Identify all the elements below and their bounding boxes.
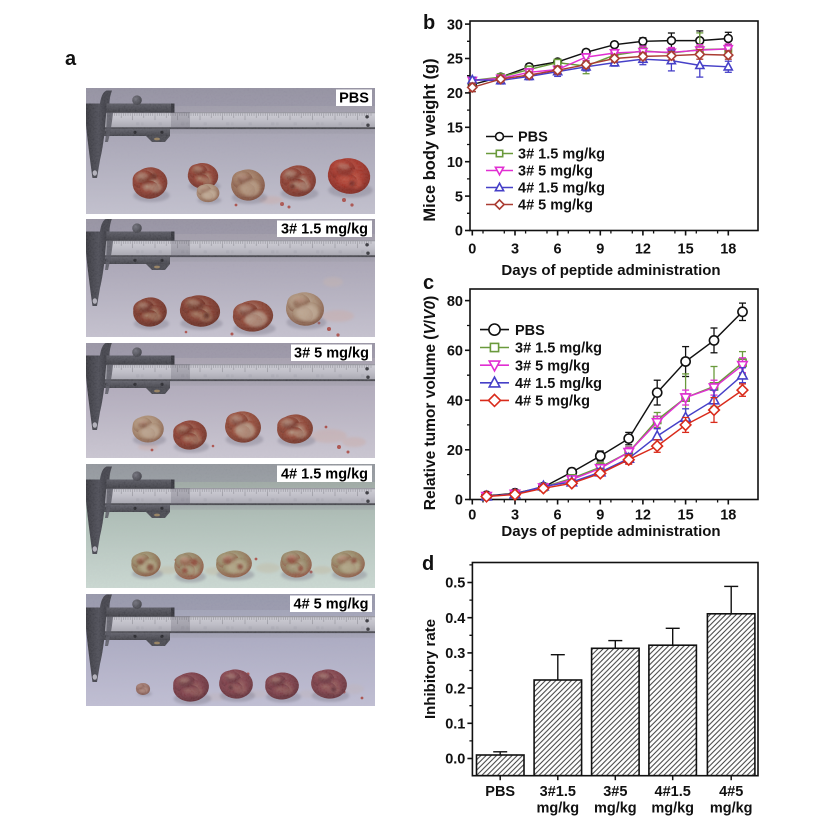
svg-text:PBS: PBS bbox=[339, 91, 369, 107]
svg-text:3# 1.5 mg/kg: 3# 1.5 mg/kg bbox=[281, 222, 368, 238]
svg-text:40: 40 bbox=[447, 393, 463, 409]
svg-text:PBS: PBS bbox=[518, 130, 548, 146]
svg-text:60: 60 bbox=[447, 344, 463, 360]
svg-text:5: 5 bbox=[455, 189, 463, 205]
svg-text:0.2: 0.2 bbox=[445, 681, 465, 697]
svg-text:3# 1.5 mg/kg: 3# 1.5 mg/kg bbox=[518, 147, 605, 163]
svg-text:3#5: 3#5 bbox=[603, 784, 627, 800]
svg-text:80: 80 bbox=[447, 294, 463, 310]
svg-text:3# 1.5 mg/kg: 3# 1.5 mg/kg bbox=[515, 341, 602, 357]
svg-text:18: 18 bbox=[720, 242, 736, 258]
svg-text:mg/kg: mg/kg bbox=[710, 801, 753, 817]
svg-text:9: 9 bbox=[596, 242, 604, 258]
svg-text:mg/kg: mg/kg bbox=[536, 801, 579, 817]
svg-text:4# 1.5 mg/kg: 4# 1.5 mg/kg bbox=[518, 181, 605, 197]
svg-text:12: 12 bbox=[635, 242, 651, 258]
svg-text:4#1.5: 4#1.5 bbox=[655, 784, 691, 800]
svg-text:3# 5 mg/kg: 3# 5 mg/kg bbox=[515, 358, 590, 374]
svg-text:0: 0 bbox=[455, 224, 463, 240]
svg-text:0.3: 0.3 bbox=[445, 646, 465, 662]
svg-text:3# 5 mg/kg: 3# 5 mg/kg bbox=[518, 164, 593, 180]
svg-text:PBS: PBS bbox=[485, 784, 515, 800]
svg-text:4#5: 4#5 bbox=[719, 784, 743, 800]
svg-text:0: 0 bbox=[455, 493, 463, 509]
svg-text:PBS: PBS bbox=[515, 323, 545, 339]
svg-text:3#1.5: 3#1.5 bbox=[540, 784, 576, 800]
svg-text:4# 5 mg/kg: 4# 5 mg/kg bbox=[518, 198, 593, 214]
svg-text:9: 9 bbox=[596, 508, 604, 524]
svg-text:0.4: 0.4 bbox=[445, 611, 465, 627]
svg-text:3: 3 bbox=[511, 508, 519, 524]
svg-text:4# 1.5 mg/kg: 4# 1.5 mg/kg bbox=[515, 376, 602, 392]
svg-text:6: 6 bbox=[554, 508, 562, 524]
svg-text:25: 25 bbox=[447, 52, 463, 68]
svg-text:Days of peptide administration: Days of peptide administration bbox=[501, 523, 720, 540]
svg-text:c: c bbox=[423, 272, 434, 294]
svg-text:0: 0 bbox=[468, 508, 476, 524]
svg-text:0.1: 0.1 bbox=[445, 717, 465, 733]
svg-text:mg/kg: mg/kg bbox=[594, 801, 637, 817]
svg-text:20: 20 bbox=[447, 86, 463, 102]
svg-text:Relative tumor volume (V/V0): Relative tumor volume (V/V0) bbox=[422, 296, 439, 511]
svg-text:3# 5 mg/kg: 3# 5 mg/kg bbox=[294, 346, 369, 362]
svg-text:0.0: 0.0 bbox=[445, 752, 465, 768]
svg-text:30: 30 bbox=[447, 17, 463, 33]
svg-text:10: 10 bbox=[447, 155, 463, 171]
svg-text:15: 15 bbox=[678, 508, 694, 524]
svg-text:4# 1.5 mg/kg: 4# 1.5 mg/kg bbox=[281, 467, 368, 483]
svg-text:0: 0 bbox=[468, 242, 476, 258]
svg-text:Mice body weight (g): Mice body weight (g) bbox=[421, 58, 439, 221]
svg-text:20: 20 bbox=[447, 443, 463, 459]
svg-text:Days of peptide administration: Days of peptide administration bbox=[501, 262, 720, 279]
svg-text:15: 15 bbox=[447, 121, 463, 137]
svg-text:mg/kg: mg/kg bbox=[651, 801, 694, 817]
svg-text:b: b bbox=[423, 12, 435, 34]
svg-text:6: 6 bbox=[554, 242, 562, 258]
svg-text:18: 18 bbox=[720, 508, 736, 524]
svg-text:15: 15 bbox=[678, 242, 694, 258]
svg-text:12: 12 bbox=[635, 508, 651, 524]
svg-text:3: 3 bbox=[511, 242, 519, 258]
svg-text:0.5: 0.5 bbox=[445, 576, 465, 592]
svg-text:4# 5 mg/kg: 4# 5 mg/kg bbox=[294, 597, 369, 613]
svg-text:d: d bbox=[422, 553, 434, 575]
svg-text:4# 5 mg/kg: 4# 5 mg/kg bbox=[515, 394, 590, 410]
svg-text:Inhibitory rate: Inhibitory rate bbox=[422, 619, 439, 719]
